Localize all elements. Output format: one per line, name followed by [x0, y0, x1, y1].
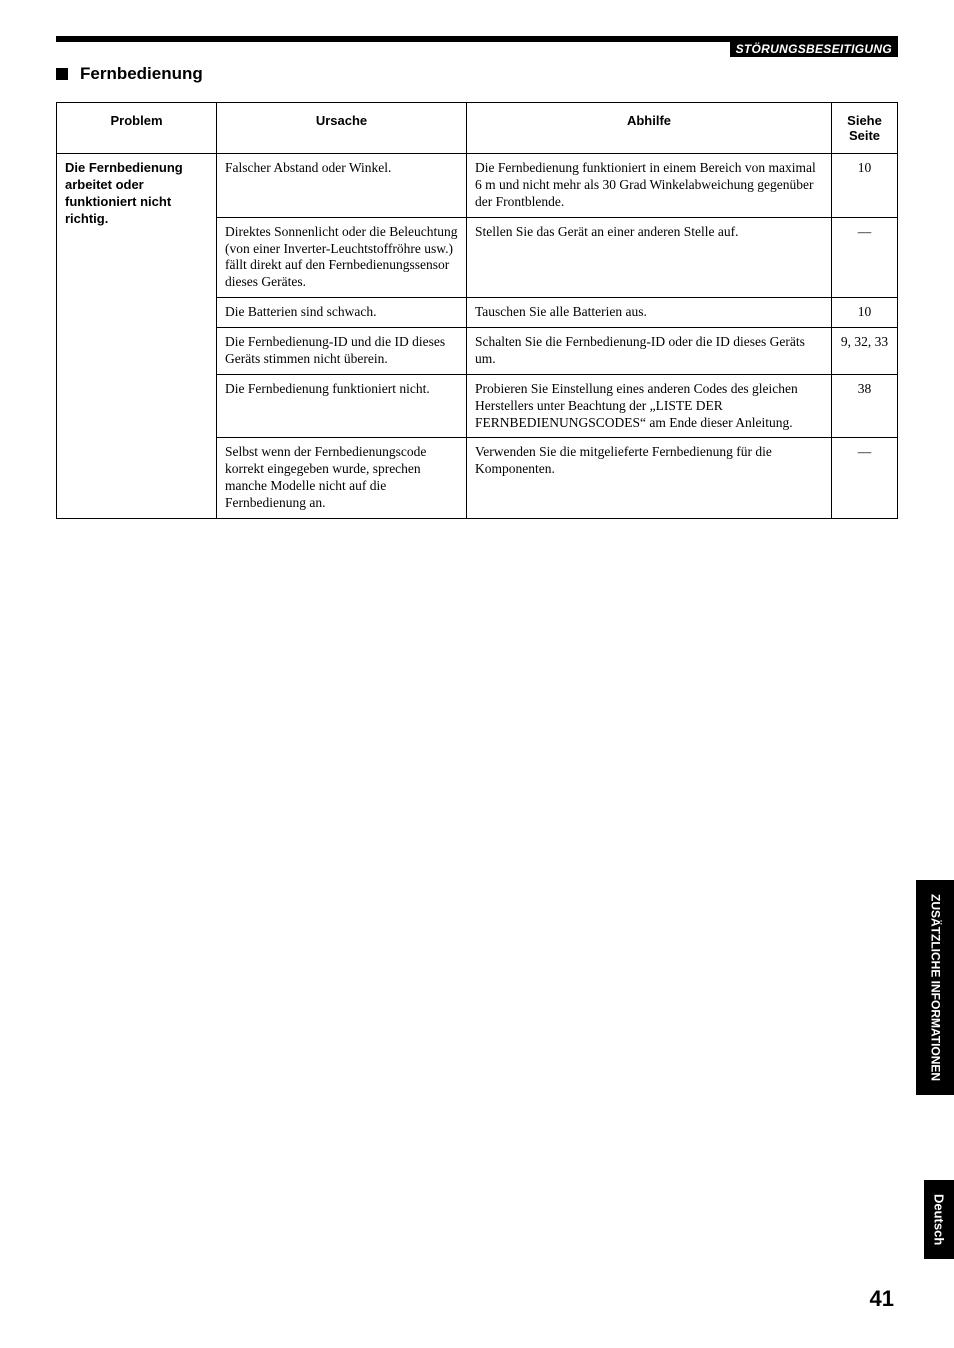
- cell-cause: Die Fernbedienung funktioniert nicht.: [217, 374, 467, 438]
- col-header-problem: Problem: [57, 103, 217, 154]
- square-bullet-icon: [56, 68, 68, 80]
- cell-cause: Falscher Abstand oder Winkel.: [217, 154, 467, 218]
- troubleshooting-table: Problem Ursache Abhilfe Siehe Seite Die …: [56, 102, 898, 519]
- cell-page: 9, 32, 33: [832, 328, 898, 375]
- side-tab-info: ZUSÄTZLICHE INFORMATIONEN: [916, 880, 954, 1095]
- cell-remedy: Schalten Sie die Fernbedienung-ID oder d…: [467, 328, 832, 375]
- col-header-cause: Ursache: [217, 103, 467, 154]
- cell-page: 38: [832, 374, 898, 438]
- section-title-text: Fernbedienung: [80, 64, 203, 84]
- section-title-row: Fernbedienung: [56, 64, 898, 84]
- cell-cause: Die Fernbedienung-ID und die ID dieses G…: [217, 328, 467, 375]
- cell-remedy: Die Fernbedienung funktioniert in einem …: [467, 154, 832, 218]
- col-header-page: Siehe Seite: [832, 103, 898, 154]
- cell-page: 10: [832, 154, 898, 218]
- cell-remedy: Verwenden Sie die mitgelieferte Fernbedi…: [467, 438, 832, 519]
- table-row: Die Fernbedienung arbeitet oder funktion…: [57, 154, 898, 218]
- cell-remedy: Tauschen Sie alle Batterien aus.: [467, 298, 832, 328]
- cell-cause: Die Batterien sind schwach.: [217, 298, 467, 328]
- table-header-row: Problem Ursache Abhilfe Siehe Seite: [57, 103, 898, 154]
- cell-remedy: Stellen Sie das Gerät an einer anderen S…: [467, 217, 832, 298]
- cell-cause: Direktes Sonnenlicht oder die Beleuchtun…: [217, 217, 467, 298]
- cell-page: —: [832, 217, 898, 298]
- col-header-remedy: Abhilfe: [467, 103, 832, 154]
- side-tab-language: Deutsch: [924, 1180, 954, 1259]
- cell-problem: Die Fernbedienung arbeitet oder funktion…: [57, 154, 217, 519]
- header-category: STÖRUNGSBESEITIGUNG: [730, 42, 898, 57]
- page-number: 41: [870, 1286, 894, 1312]
- cell-page: —: [832, 438, 898, 519]
- cell-page: 10: [832, 298, 898, 328]
- cell-remedy: Probieren Sie Einstellung eines anderen …: [467, 374, 832, 438]
- cell-cause: Selbst wenn der Fernbedienungscode korre…: [217, 438, 467, 519]
- header-rule: STÖRUNGSBESEITIGUNG: [56, 36, 898, 42]
